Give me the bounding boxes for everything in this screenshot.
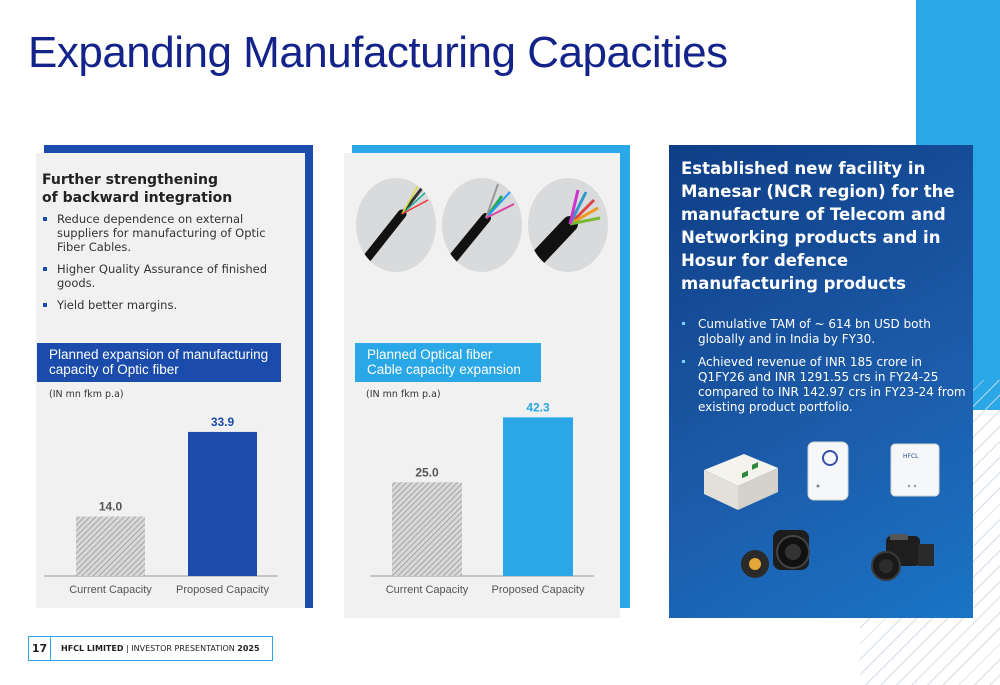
slide-footer: 17 HFCL LIMITED | INVESTOR PRESENTATION … xyxy=(28,636,273,661)
bar-value-label: 14.0 xyxy=(99,500,123,514)
chart1-label: Planned expansion of manufacturing capac… xyxy=(37,343,281,382)
page-number: 17 xyxy=(29,637,51,660)
footer-company: HFCL LIMITED xyxy=(61,644,124,653)
bar-value-label: 33.9 xyxy=(211,415,235,429)
x-tick-label: Proposed Capacity xyxy=(492,584,585,596)
list-item: Reduce dependence on external suppliers … xyxy=(42,212,282,254)
thermal-camera-image xyxy=(741,530,810,578)
chart1: 14.0 Current Capacity 33.9 Proposed Capacit… xyxy=(44,415,278,596)
svg-text:HFCL: HFCL xyxy=(903,453,919,460)
panel3-heading: Established new facility in Manesar (NCR… xyxy=(681,159,955,293)
chart1-label-line2: capacity of Optic fiber xyxy=(49,362,179,377)
bar-proposed xyxy=(188,431,257,576)
slide-title: Expanding Manufacturing Capacities xyxy=(28,28,728,77)
chart2-label: Planned Optical fiber Cable capacity exp… xyxy=(355,343,541,382)
bar-value-label: 25.0 xyxy=(415,465,439,479)
chart2-label-line1: Planned Optical fiber xyxy=(367,347,493,362)
list-item: Higher Quality Assurance of finished goo… xyxy=(42,262,282,290)
panel3-bullets: Cumulative TAM of ~ 614 bn USD both glob… xyxy=(681,317,966,423)
optic-cable-image-2 xyxy=(442,178,522,272)
bar-current xyxy=(392,482,462,576)
list-item: Achieved revenue of INR 185 crore in Q1F… xyxy=(681,355,966,415)
x-tick-label: Current Capacity xyxy=(69,584,152,596)
panel3-card xyxy=(669,145,973,618)
panel1-heading-line1: Further strengthening xyxy=(42,172,218,188)
optic-cable-image-3 xyxy=(528,178,608,272)
panel1-heading: Further strengthening of backward integr… xyxy=(42,171,272,207)
thermal-scope-image xyxy=(871,534,934,581)
router-device-image: HFCL xyxy=(890,443,940,497)
list-item: Yield better margins. xyxy=(42,298,282,312)
bar-value-label: 42.3 xyxy=(526,400,550,414)
x-tick-label: Current Capacity xyxy=(386,584,469,596)
footer-separator: | xyxy=(126,644,129,653)
footer-year: 2025 xyxy=(237,644,260,653)
footer-text: HFCL LIMITED | INVESTOR PRESENTATION 202… xyxy=(51,637,272,660)
chart2-unit: (IN mn fkm p.a) xyxy=(366,389,441,400)
chart1-unit: (IN mn fkm p.a) xyxy=(49,389,124,400)
telecom-equipment-image xyxy=(704,454,778,510)
panel1-heading-line2: of backward integration xyxy=(42,190,233,206)
panel1-bullets: Reduce dependence on external suppliers … xyxy=(42,212,282,320)
footer-doc: INVESTOR PRESENTATION xyxy=(131,644,235,653)
bar-current xyxy=(76,516,145,576)
x-tick-label: Proposed Capacity xyxy=(176,584,269,596)
chart1-label-line1: Planned expansion of manufacturing xyxy=(49,347,269,362)
chart2-label-line2: Cable capacity expansion xyxy=(367,362,521,377)
wifi-access-point-image xyxy=(807,441,849,501)
chart2: 25.0 Current Capacity 42.3 Proposed Capacit… xyxy=(370,400,594,596)
list-item: Cumulative TAM of ~ 614 bn USD both glob… xyxy=(681,317,966,347)
optic-cable-image-1 xyxy=(356,178,436,272)
bar-proposed xyxy=(503,417,573,576)
